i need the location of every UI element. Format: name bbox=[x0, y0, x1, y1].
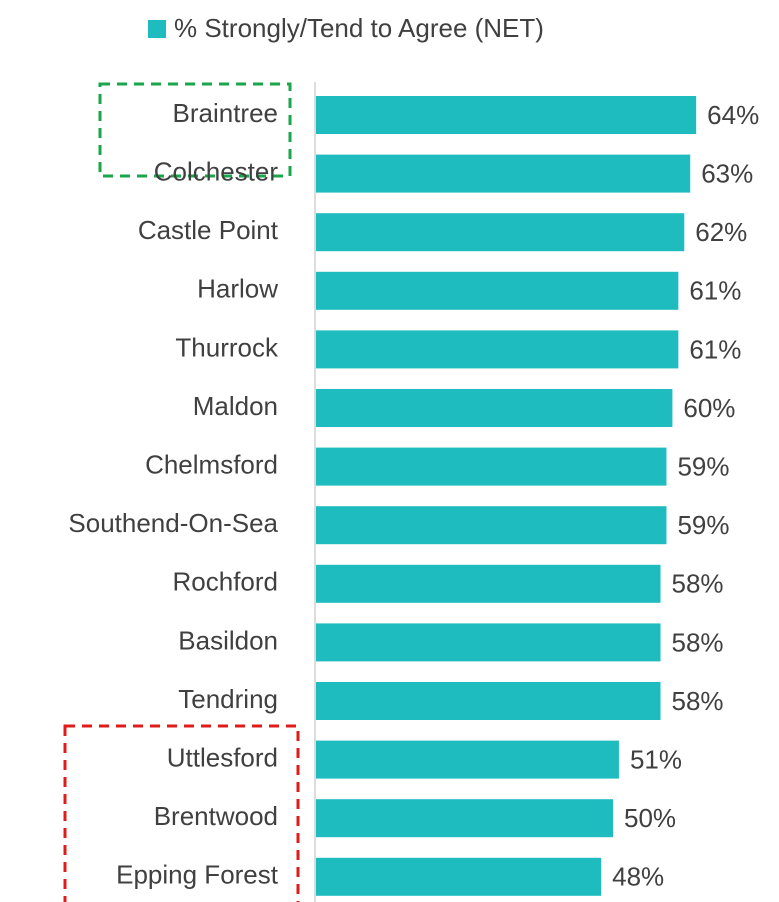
value-label: 51% bbox=[630, 744, 682, 774]
bar bbox=[316, 271, 679, 310]
category-label: Southend-On-Sea bbox=[68, 508, 278, 538]
category-label: Maldon bbox=[193, 391, 278, 421]
highlight-box-top bbox=[98, 82, 292, 178]
category-label: Harlow bbox=[197, 274, 278, 304]
bar bbox=[316, 623, 661, 662]
value-label: 58% bbox=[672, 627, 724, 657]
bar bbox=[316, 96, 697, 134]
value-label: 58% bbox=[672, 686, 724, 716]
highlight-box-bottom bbox=[63, 724, 300, 902]
value-label: 61% bbox=[689, 276, 741, 306]
legend-swatch bbox=[148, 20, 166, 38]
bar bbox=[316, 330, 679, 369]
bar bbox=[316, 857, 602, 896]
value-label: 48% bbox=[612, 862, 664, 892]
bar bbox=[316, 447, 667, 486]
bar bbox=[316, 506, 667, 545]
value-label: 64% bbox=[707, 100, 759, 130]
bar bbox=[316, 213, 685, 252]
value-label: 58% bbox=[672, 569, 724, 599]
value-label: 62% bbox=[695, 217, 747, 247]
category-label: Basildon bbox=[178, 625, 278, 655]
category-label: Tendring bbox=[178, 684, 278, 714]
value-label: 59% bbox=[677, 510, 729, 540]
category-label: Thurrock bbox=[175, 332, 279, 362]
bar bbox=[316, 799, 613, 838]
category-label: Uttlesford bbox=[167, 742, 278, 772]
category-label: Braintree bbox=[173, 98, 279, 128]
category-label: Chelmsford bbox=[145, 449, 278, 479]
category-label: Epping Forest bbox=[116, 860, 279, 890]
category-label: Brentwood bbox=[154, 801, 278, 831]
legend-label: % Strongly/Tend to Agree (NET) bbox=[174, 13, 544, 43]
bar bbox=[316, 154, 691, 193]
value-label: 50% bbox=[624, 803, 676, 833]
bar bbox=[316, 682, 661, 720]
bar bbox=[316, 740, 619, 779]
bar bbox=[316, 564, 661, 603]
category-label: Castle Point bbox=[138, 215, 279, 245]
value-label: 61% bbox=[689, 334, 741, 364]
value-label: 59% bbox=[677, 451, 729, 481]
bar bbox=[316, 389, 673, 427]
category-label: Rochford bbox=[173, 567, 279, 597]
value-label: 60% bbox=[683, 393, 735, 423]
value-label: 63% bbox=[701, 158, 753, 188]
category-label: Colchester bbox=[154, 156, 279, 186]
